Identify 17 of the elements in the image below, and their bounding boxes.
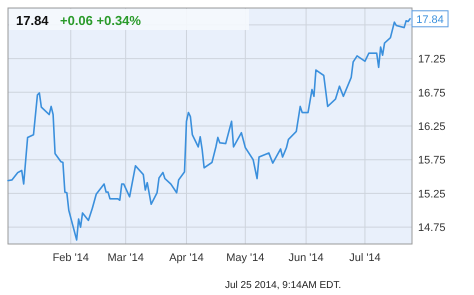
x-tick-label: Jun '14 bbox=[288, 252, 324, 264]
line-series bbox=[7, 18, 411, 241]
chart-subtitle: +0.06 +0.34% bbox=[60, 13, 142, 28]
x-tick-label: Jul '14 bbox=[349, 252, 381, 264]
y-tick-label: 16.25 bbox=[418, 121, 446, 133]
y-tick-label: 15.25 bbox=[418, 188, 446, 200]
chart-title: 17.84 bbox=[16, 13, 50, 28]
annotation: 17.84 bbox=[416, 14, 444, 26]
x-tick-label: Mar '14 bbox=[108, 252, 144, 264]
y-tick-label: 14.75 bbox=[418, 222, 446, 234]
x-tick-label: Feb '14 bbox=[52, 252, 89, 264]
y-tick-label: 16.75 bbox=[418, 87, 446, 100]
y-tick-label: 15.75 bbox=[418, 154, 446, 167]
y-tick-label: 17.25 bbox=[418, 54, 446, 66]
x-tick-label: May '14 bbox=[226, 252, 264, 264]
text: Jul 25 2014, 9:14AM EDT. bbox=[225, 280, 342, 291]
x-tick-label: Apr '14 bbox=[169, 252, 204, 264]
